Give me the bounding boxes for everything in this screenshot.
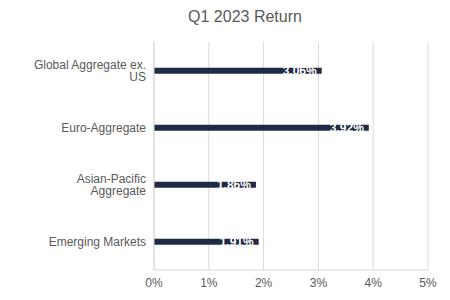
svg-text:1.91%: 1.91% — [220, 235, 254, 249]
html-text:Q1 2023 Return: Q1 2023 Return — [188, 8, 302, 25]
svg-text:4%: 4% — [365, 276, 383, 290]
svg-text:1.86%: 1.86% — [217, 178, 251, 192]
svg-text:Asian-PacificAggregate: Asian-PacificAggregate — [77, 172, 147, 198]
svg-text:Euro-Aggregate: Euro-Aggregate — [61, 121, 146, 135]
svg-text:2%: 2% — [255, 276, 273, 290]
svg-text:5%: 5% — [419, 276, 437, 290]
svg-text:Global Aggregate ex.US: Global Aggregate ex.US — [34, 58, 146, 84]
svg-text:3.92%: 3.92% — [330, 121, 364, 135]
svg-text:1%: 1% — [200, 276, 218, 290]
svg-text:Emerging Markets: Emerging Markets — [49, 235, 146, 249]
svg-text:3%: 3% — [310, 276, 328, 290]
svg-text:0%: 0% — [145, 276, 163, 290]
svg-text:3.06%: 3.06% — [283, 64, 317, 78]
